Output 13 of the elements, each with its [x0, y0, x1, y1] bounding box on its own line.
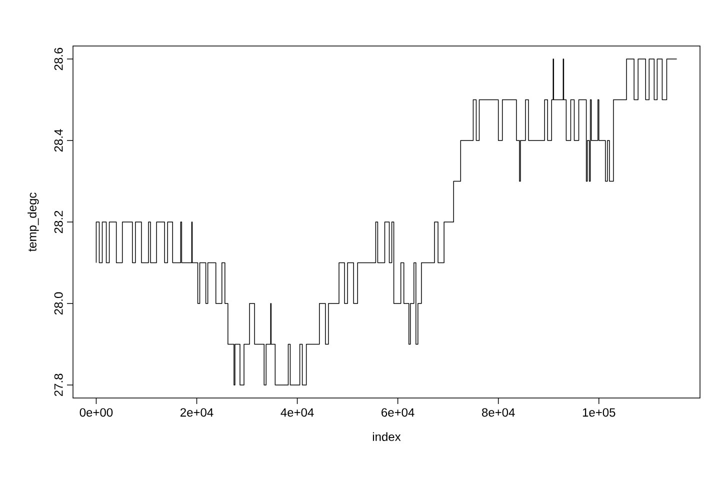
y-tick-label: 28.6 [54, 48, 63, 70]
y-tick-label: 28.2 [54, 210, 63, 234]
x-axis-title: index [372, 432, 401, 442]
y-tick-label: 28.0 [54, 292, 63, 315]
y-tick-label: 27.8 [54, 374, 63, 396]
y-axis-title: temp_degc [28, 192, 39, 252]
y-tick-label: 28.4 [54, 129, 63, 152]
x-tick-label: 8e+04 [482, 408, 515, 417]
x-tick-label: 6e+04 [382, 408, 414, 417]
x-tick-label: 2e+04 [180, 408, 214, 417]
x-tick-label: 0e+00 [80, 408, 113, 417]
x-tick-label: 4e+04 [280, 408, 314, 417]
x-tick-label: 1e+05 [582, 408, 616, 417]
